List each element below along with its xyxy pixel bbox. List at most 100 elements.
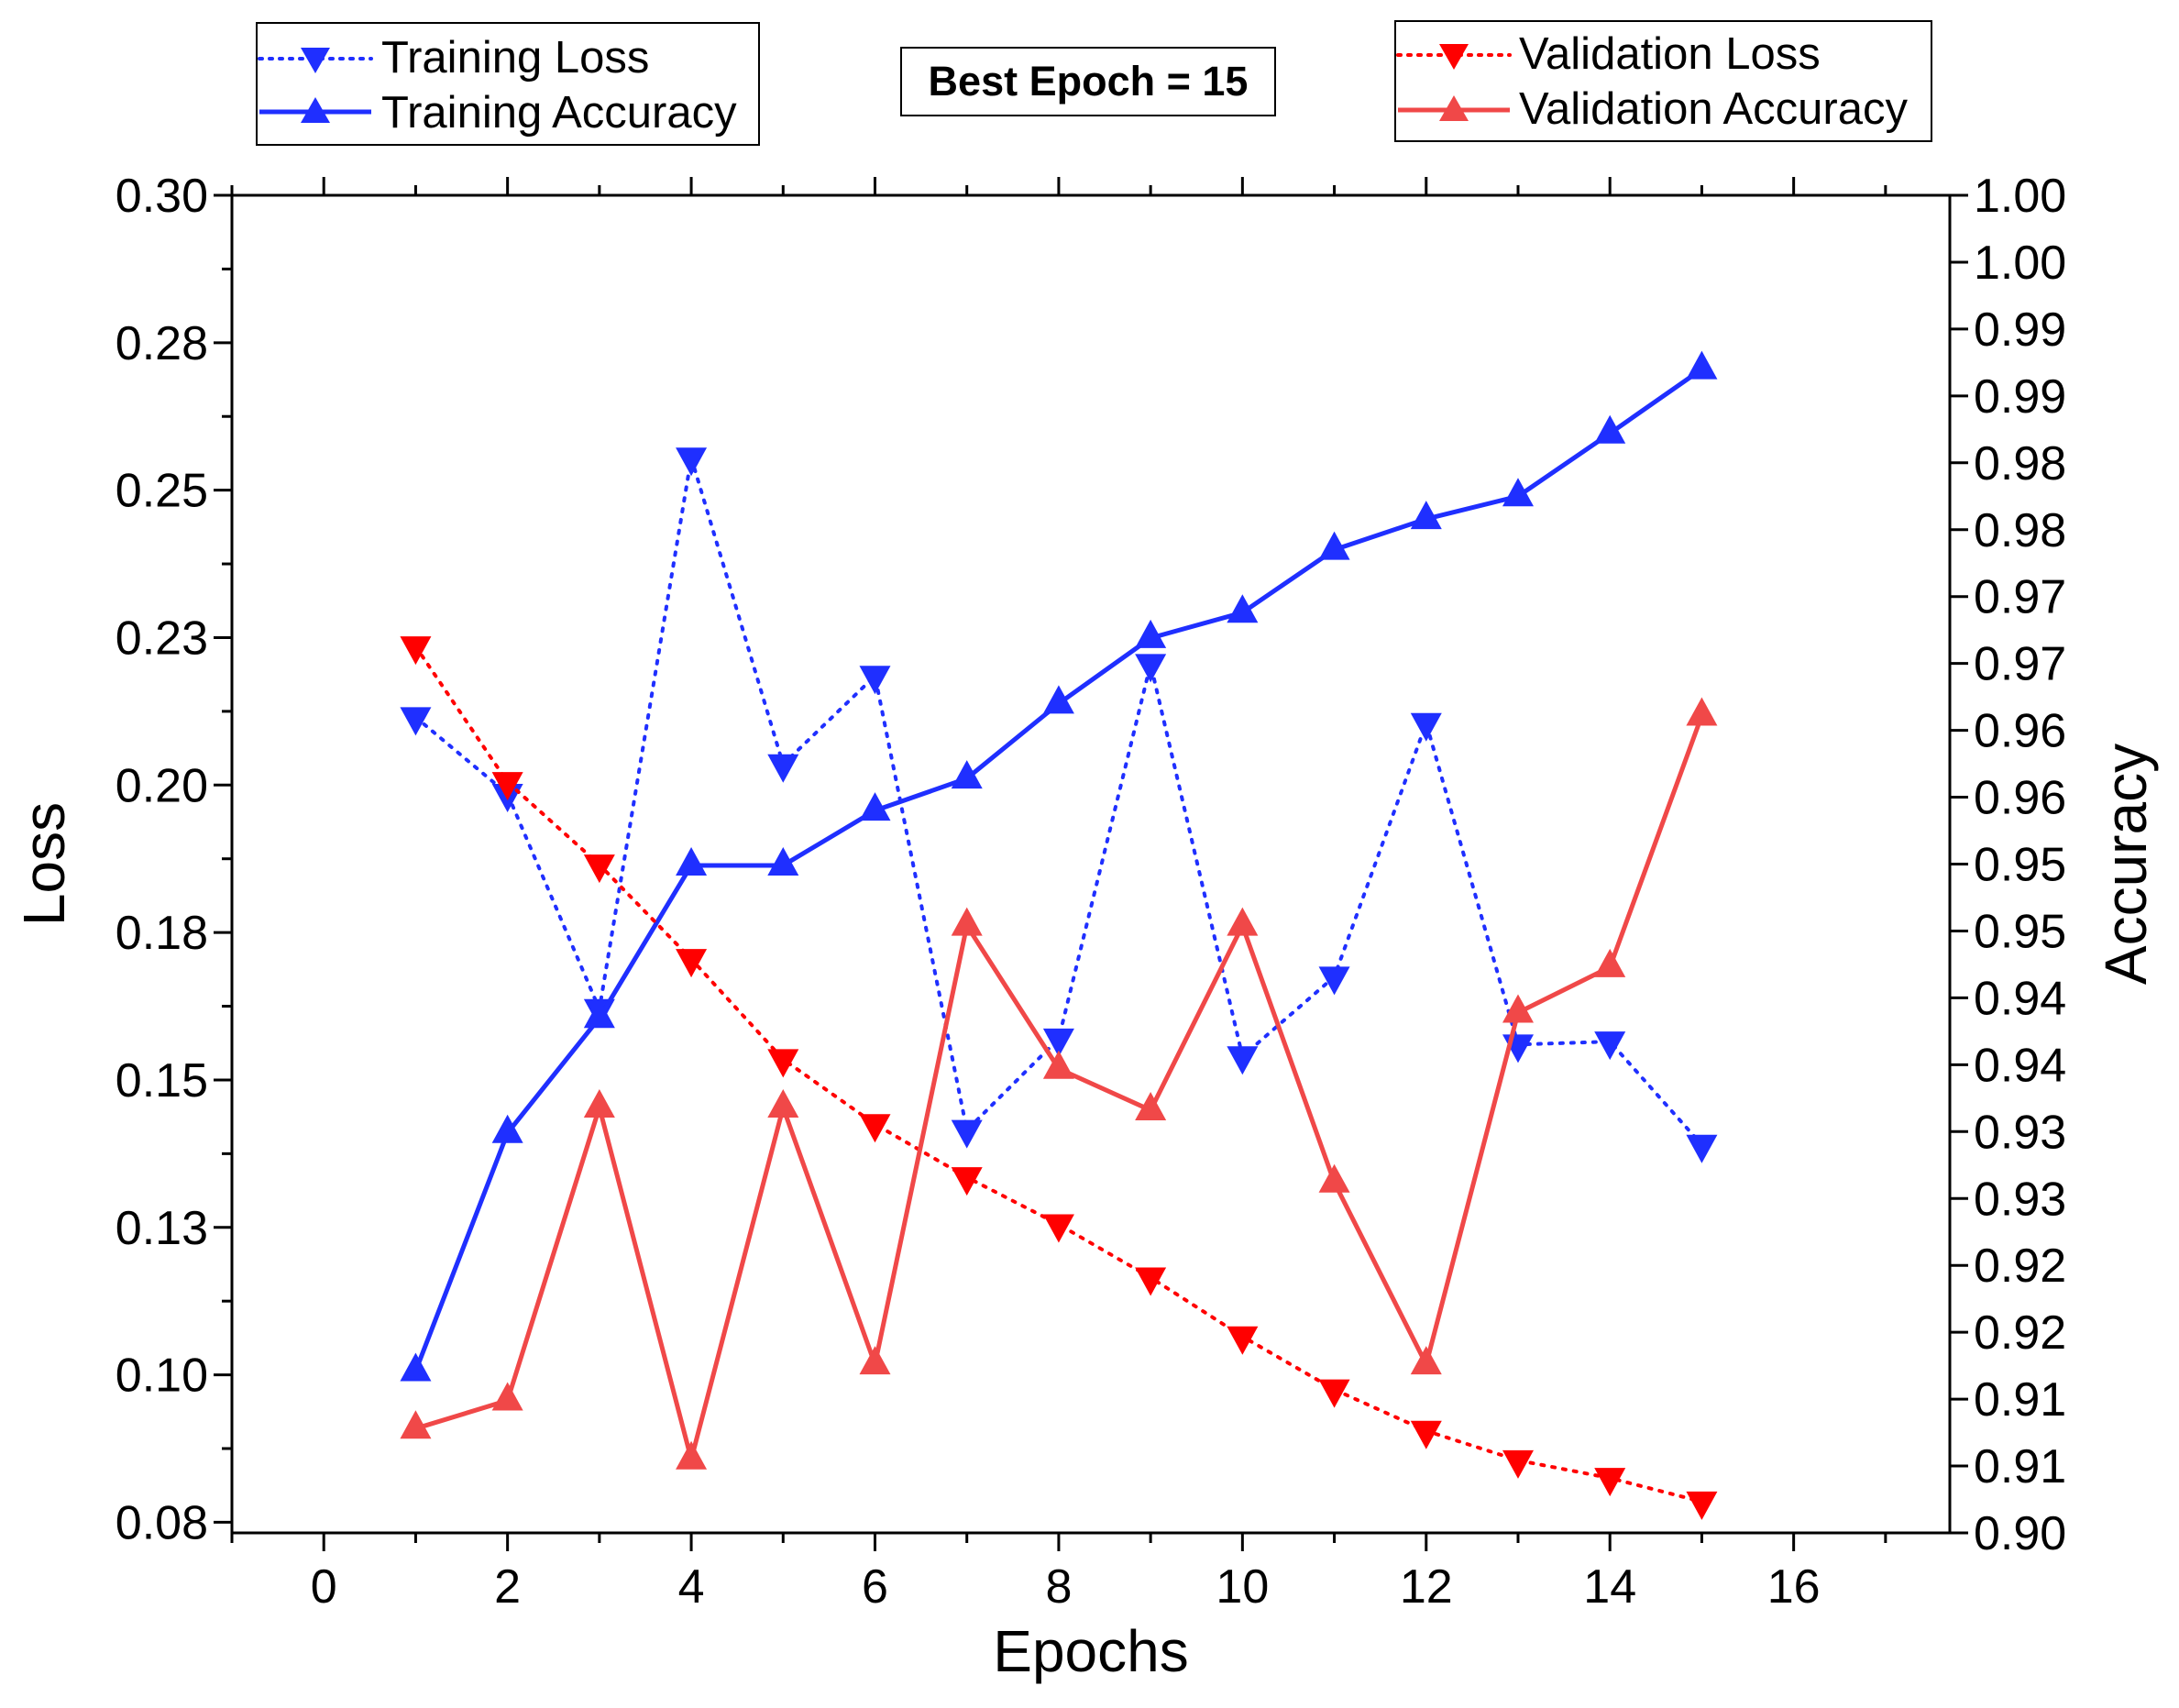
training-accuracy-point — [676, 846, 708, 876]
right-tick-label: 0.93 — [1974, 1106, 2066, 1159]
legend-validation-frame — [1394, 20, 1932, 142]
validation-accuracy-point — [1686, 697, 1718, 726]
right-tick-label: 0.94 — [1974, 1039, 2066, 1092]
x-tick-label: 14 — [1583, 1560, 1636, 1614]
right-tick-label: 0.91 — [1974, 1440, 2066, 1493]
axis-layer: 0 2 4 6 8 10 12 14 16 0.30 0.28 0.25 0.23 0.20 0.18 0.1… — [116, 170, 2066, 1614]
left-tick-label: 0.10 — [116, 1350, 208, 1403]
validation-accuracy-point — [951, 907, 983, 936]
training-loss-point — [1318, 966, 1350, 996]
left-tick-label: 0.30 — [116, 170, 208, 223]
right-tick-label: 0.97 — [1974, 638, 2066, 691]
left-tick-label: 0.28 — [116, 317, 208, 370]
validation-accuracy-point — [583, 1089, 615, 1118]
right-tick-label: 0.95 — [1974, 905, 2066, 958]
validation-loss-point — [1042, 1214, 1074, 1243]
validation-loss-point — [859, 1114, 891, 1143]
validation-accuracy-line — [413, 713, 1704, 1462]
validation-accuracy-point — [491, 1382, 523, 1411]
legend-training-loss-label: Training Loss — [381, 33, 649, 83]
x-tick-label: 8 — [1045, 1560, 1072, 1614]
x-axis-title: Epochs — [993, 1618, 1188, 1684]
right-tick-label: 0.94 — [1974, 972, 2066, 1025]
validation-accuracy-point — [1135, 1091, 1167, 1120]
validation-loss-point — [1227, 1326, 1259, 1355]
validation-loss-point — [1502, 1449, 1534, 1479]
left-tick-label: 0.08 — [116, 1496, 208, 1549]
left-tick-label: 0.18 — [116, 907, 208, 960]
right-tick-label: 0.99 — [1974, 370, 2066, 424]
right-tick-label: 0.98 — [1974, 437, 2066, 490]
training-accuracy-point — [767, 846, 799, 876]
best-epoch-label: Best Epoch = 15 — [929, 58, 1249, 105]
right-tick-label: 0.97 — [1974, 571, 2066, 624]
left-tick-label: 0.25 — [116, 465, 208, 518]
validation-loss-point — [1410, 1420, 1442, 1449]
training-accuracy-point — [1227, 594, 1259, 623]
right-tick-label: 1.00 — [1974, 237, 2066, 290]
training-accuracy-point — [951, 760, 983, 789]
right-tick-label: 0.99 — [1974, 303, 2066, 357]
validation-loss-line — [413, 645, 1704, 1504]
training-loss-line — [413, 456, 1704, 1147]
validation-accuracy-point — [767, 1089, 799, 1118]
validation-loss-point — [1135, 1267, 1167, 1296]
validation-loss-point — [1686, 1491, 1718, 1520]
training-loss-point — [1686, 1134, 1718, 1163]
training-loss-point — [1042, 1028, 1074, 1057]
series-layer — [400, 350, 1718, 1520]
legend-validation-accuracy-label: Validation Accuracy — [1519, 84, 1908, 134]
training-loss-point — [676, 447, 708, 477]
validation-loss-point — [1594, 1468, 1626, 1497]
training-loss-point — [400, 707, 432, 736]
training-accuracy-point — [1686, 350, 1718, 380]
legend-training-accuracy-marker — [301, 97, 330, 123]
training-loss-point — [1410, 712, 1442, 742]
validation-loss-point — [583, 854, 615, 884]
training-accuracy-point — [491, 1114, 523, 1143]
validation-accuracy-point — [1410, 1346, 1442, 1375]
validation-accuracy-point — [1318, 1163, 1350, 1193]
validation-accuracy-point — [859, 1346, 891, 1375]
validation-accuracy-point — [1227, 907, 1259, 936]
x-tick-label: 10 — [1216, 1560, 1269, 1614]
right-tick-label: 0.95 — [1974, 839, 2066, 892]
right-tick-label: 0.92 — [1974, 1240, 2066, 1293]
right-tick-label: 0.96 — [1974, 772, 2066, 825]
legend-validation-loss-marker — [1439, 44, 1469, 70]
legend-validation: Validation Loss Validation Accuracy — [1394, 20, 1932, 142]
left-tick-label: 0.20 — [116, 759, 208, 812]
best-epoch-annotation: Best Epoch = 15 — [900, 47, 1276, 116]
legend-training-loss-marker — [301, 48, 330, 73]
right-tick-label: 1.00 — [1974, 170, 2066, 223]
left-tick-label: 0.23 — [116, 612, 208, 665]
x-tick-label: 0 — [311, 1560, 337, 1614]
training-accuracy-point — [583, 999, 615, 1029]
validation-loss-point — [676, 949, 708, 978]
best-epoch-frame — [900, 47, 1276, 116]
right-tick-label: 0.98 — [1974, 504, 2066, 557]
right-tick-label: 0.93 — [1974, 1173, 2066, 1226]
legend-training-frame — [256, 22, 760, 146]
right-tick-label: 0.91 — [1974, 1373, 2066, 1427]
training-accuracy-point — [1135, 619, 1167, 648]
training-loss-point — [859, 666, 891, 695]
plot-frame — [230, 193, 1952, 1535]
validation-accuracy-point — [400, 1410, 432, 1439]
x-tick-label: 2 — [494, 1560, 521, 1614]
legend-validation-loss-label: Validation Loss — [1519, 29, 1821, 79]
training-loss-point — [1227, 1046, 1259, 1075]
validation-loss-point — [951, 1167, 983, 1196]
training-accuracy-point — [1502, 478, 1534, 507]
training-loss-point — [767, 754, 799, 783]
right-tick-label: 0.96 — [1974, 705, 2066, 758]
legend-training: Training Loss Training Accuracy — [256, 22, 760, 146]
validation-loss-point — [767, 1049, 799, 1078]
x-tick-label: 4 — [678, 1560, 705, 1614]
validation-loss-point — [1318, 1379, 1350, 1408]
left-axis-title: Loss — [11, 802, 77, 926]
training-accuracy-point — [859, 792, 891, 821]
left-tick-label: 0.15 — [116, 1054, 208, 1107]
validation-accuracy-point — [1042, 1050, 1074, 1079]
